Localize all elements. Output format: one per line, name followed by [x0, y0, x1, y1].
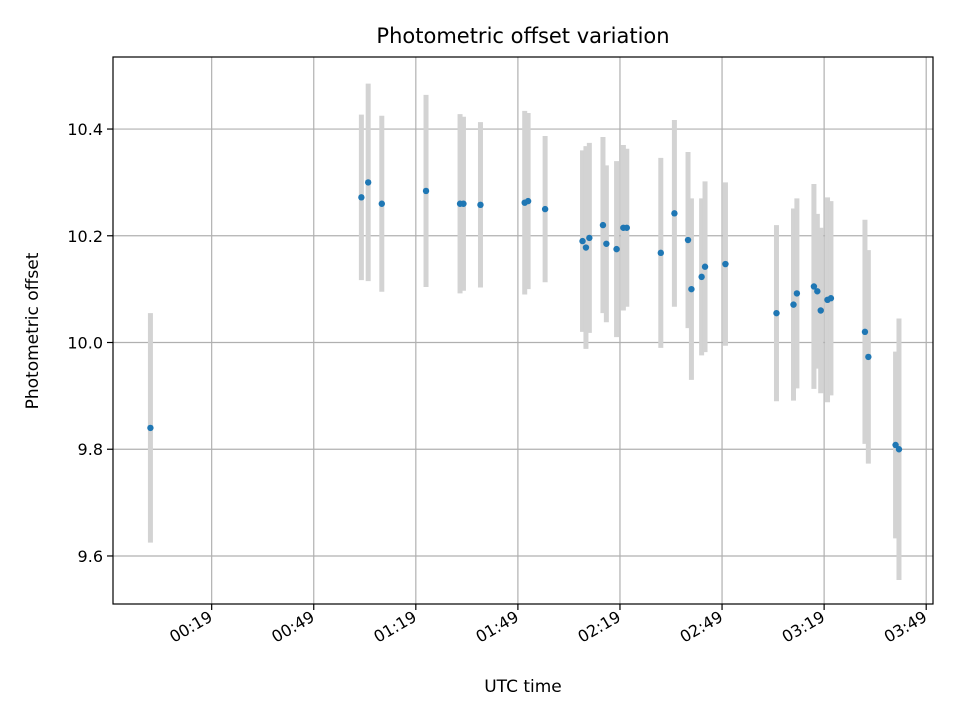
data-point	[623, 224, 630, 231]
data-point	[865, 353, 872, 361]
data-point	[722, 260, 729, 268]
data-point	[599, 221, 607, 229]
data-point	[147, 424, 154, 432]
data-point	[861, 328, 869, 336]
x-tick-label: 03:49	[881, 607, 930, 647]
data-point	[688, 285, 695, 293]
axis-ticks: 00:19 00:49 01:19 01:49 02:19 02:49 03:19 03:49…	[67, 120, 930, 646]
data-point	[378, 200, 385, 207]
y-tick-label: 10.2	[67, 227, 103, 246]
x-axis-label: UTC time	[484, 677, 562, 697]
data-point	[790, 301, 797, 308]
data-point	[773, 309, 780, 317]
x-tick-label: 01:19	[370, 607, 419, 647]
data-point	[793, 290, 801, 297]
x-tick-label: 02:49	[677, 607, 726, 647]
data-point	[586, 234, 593, 242]
data-point	[657, 249, 665, 257]
data-point	[701, 263, 709, 270]
data-point	[698, 273, 705, 281]
error-bars	[147, 83, 902, 580]
data-point	[579, 237, 586, 245]
data-point	[603, 240, 610, 247]
data-point	[671, 210, 678, 217]
x-tick-label: 02:19	[575, 607, 624, 647]
data-point	[422, 187, 430, 195]
data-point	[810, 283, 818, 290]
y-tick-label: 10.4	[67, 120, 103, 139]
data-point	[613, 245, 620, 253]
data-point	[477, 201, 484, 209]
data-point	[460, 200, 467, 207]
data-points	[147, 179, 903, 453]
data-point	[582, 244, 590, 251]
data-point	[684, 236, 692, 244]
y-tick-label: 9.6	[78, 547, 103, 566]
y-axis-label: Photometric offset	[23, 252, 43, 409]
data-point	[892, 441, 899, 449]
data-point	[364, 179, 372, 186]
data-point	[817, 307, 824, 314]
data-point	[358, 194, 365, 201]
y-tick-label: 9.8	[78, 440, 103, 459]
x-tick-label: 01:49	[472, 607, 521, 647]
data-point	[827, 295, 835, 302]
data-point	[541, 205, 549, 213]
data-point	[814, 288, 821, 295]
x-tick-label: 00:49	[268, 607, 317, 647]
data-point	[524, 197, 532, 205]
chart-title: Photometric offset variation	[376, 24, 669, 48]
x-tick-label: 00:19	[166, 607, 215, 647]
y-tick-label: 10.0	[67, 334, 103, 353]
plot-frame	[112, 56, 934, 605]
data-point	[895, 446, 903, 453]
x-tick-label: 03:19	[779, 607, 828, 647]
